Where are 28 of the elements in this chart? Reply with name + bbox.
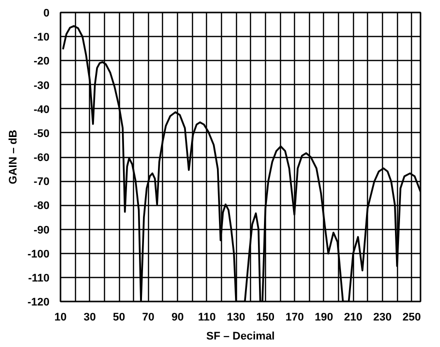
- x-tick-label: 130: [226, 312, 246, 324]
- x-tick-label: 150: [256, 312, 275, 324]
- x-tick-label: 170: [285, 312, 304, 324]
- y-tick-label: -40: [34, 104, 50, 116]
- x-tick-label: 30: [84, 312, 96, 324]
- x-tick-label: 70: [142, 312, 154, 324]
- x-tick-label: 210: [344, 312, 362, 324]
- y-tick-label: -110: [28, 272, 50, 284]
- y-axis-title: GAIN – dB: [8, 130, 20, 184]
- x-tick-label: 110: [198, 312, 216, 324]
- y-tick-label: -100: [27, 248, 50, 260]
- x-tick-label: 90: [171, 312, 184, 324]
- x-tick-label: 230: [373, 312, 392, 324]
- x-tick-label: 190: [314, 312, 334, 324]
- y-tick-label: -60: [34, 152, 50, 164]
- x-axis-title: SF – Decimal: [206, 330, 275, 342]
- x-tick-label: 250: [402, 312, 421, 324]
- y-tick-label: -70: [34, 176, 50, 188]
- y-tick-label: 0: [43, 8, 50, 20]
- y-tick-label: -120: [27, 296, 50, 308]
- y-tick-label: -80: [34, 200, 50, 212]
- y-tick-label: -10: [34, 32, 50, 44]
- y-tick-label: -30: [34, 80, 50, 92]
- y-tick-label: -50: [34, 128, 50, 140]
- x-tick-label: 50: [112, 312, 126, 324]
- x-tick-label: 10: [54, 312, 67, 324]
- y-tick-label: -90: [34, 224, 50, 236]
- y-tick-label: -20: [34, 56, 50, 68]
